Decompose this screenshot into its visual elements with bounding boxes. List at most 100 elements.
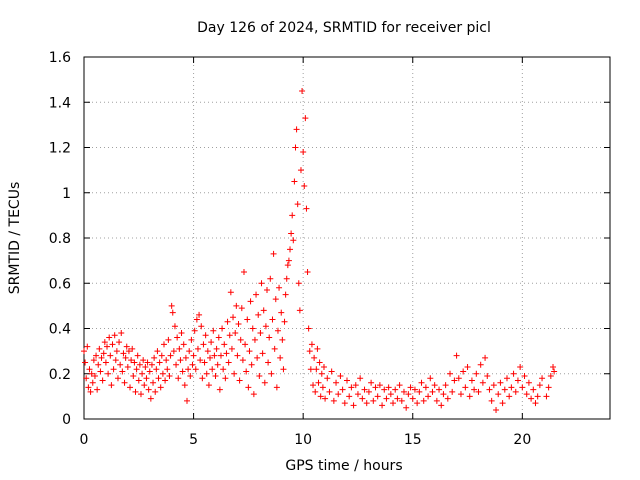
data-point <box>543 393 550 400</box>
data-point <box>120 350 127 357</box>
data-point <box>95 361 102 368</box>
data-point <box>243 368 250 375</box>
data-point <box>99 377 106 384</box>
data-point <box>101 339 108 346</box>
data-point <box>170 348 177 355</box>
data-point <box>222 375 229 382</box>
data-point <box>333 379 340 386</box>
data-point <box>116 339 123 346</box>
data-point <box>464 363 471 370</box>
data-point <box>457 391 464 398</box>
data-point <box>102 359 109 366</box>
data-point <box>431 382 438 389</box>
data-point <box>497 379 504 386</box>
data-point <box>273 384 280 391</box>
data-point <box>253 291 260 298</box>
data-point <box>171 323 178 330</box>
data-point <box>365 388 372 395</box>
data-point <box>310 382 317 389</box>
data-point <box>155 375 162 382</box>
data-point <box>187 373 194 380</box>
data-point <box>186 348 193 355</box>
data-point <box>139 370 146 377</box>
data-point <box>140 357 147 364</box>
data-point <box>256 373 263 380</box>
data-point <box>217 352 224 359</box>
data-point <box>240 268 247 275</box>
data-point <box>400 388 407 395</box>
data-point <box>134 352 141 359</box>
data-point <box>88 370 95 377</box>
data-point <box>238 305 245 312</box>
data-point <box>130 373 137 380</box>
data-point <box>98 354 105 361</box>
data-point <box>210 327 217 334</box>
data-point <box>220 366 227 373</box>
data-point <box>154 348 161 355</box>
data-point <box>148 361 155 368</box>
data-point <box>525 379 532 386</box>
data-point <box>89 379 96 386</box>
data-point <box>477 361 484 368</box>
data-point <box>191 327 198 334</box>
data-point <box>288 230 295 237</box>
data-point <box>271 345 278 352</box>
data-point <box>110 366 117 373</box>
data-point <box>209 366 216 373</box>
data-point <box>118 330 125 337</box>
data-point <box>495 391 502 398</box>
data-point <box>499 400 506 407</box>
data-point <box>411 386 418 393</box>
data-point <box>145 386 152 393</box>
axis-ticks <box>83 56 610 420</box>
data-point <box>174 334 181 341</box>
data-point <box>312 388 319 395</box>
data-point <box>466 393 473 400</box>
data-point <box>290 237 297 244</box>
data-point <box>190 352 197 359</box>
data-point <box>232 330 239 337</box>
data-point <box>146 368 153 375</box>
data-point <box>105 370 112 377</box>
grid-lines <box>84 57 610 419</box>
data-point <box>289 212 296 219</box>
data-point <box>374 393 381 400</box>
data-point <box>257 330 264 337</box>
x-tick-label: 10 <box>294 432 312 448</box>
y-tick-label: 0.8 <box>49 231 71 247</box>
y-axis-label: SRMTID / TECUs <box>7 182 23 295</box>
data-point <box>94 386 101 393</box>
data-point <box>295 280 302 287</box>
data-point <box>512 388 519 395</box>
data-point <box>482 354 489 361</box>
y-tick-label: 1.2 <box>49 141 71 157</box>
data-point <box>348 384 355 391</box>
data-point <box>84 343 91 350</box>
data-point <box>204 348 211 355</box>
data-point <box>230 314 237 321</box>
data-point <box>128 357 135 364</box>
data-point <box>215 334 222 341</box>
x-tick-label: 15 <box>404 432 422 448</box>
data-point <box>547 373 554 380</box>
data-point <box>429 388 436 395</box>
data-point <box>451 377 458 384</box>
data-point <box>87 388 94 395</box>
data-point <box>368 379 375 386</box>
data-point <box>307 366 314 373</box>
data-point <box>339 386 346 393</box>
data-point <box>344 377 350 384</box>
data-point <box>106 334 113 341</box>
data-point <box>208 339 215 346</box>
data-point <box>359 395 366 402</box>
data-point <box>521 373 528 380</box>
data-point <box>460 368 467 375</box>
data-point <box>151 354 158 361</box>
data-point <box>111 332 118 339</box>
data-point <box>453 352 460 359</box>
data-point <box>131 359 138 366</box>
data-point <box>303 205 310 212</box>
data-point <box>193 316 200 323</box>
data-point <box>486 386 493 393</box>
y-tick-label: 0.2 <box>49 367 71 383</box>
